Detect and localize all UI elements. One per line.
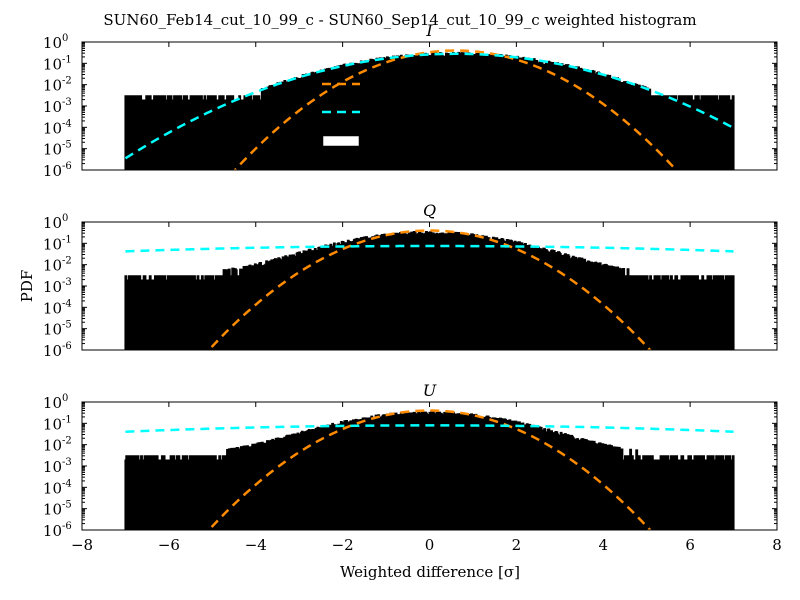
y-tick-label: 10 [43,119,62,137]
y-tick-label: 10 [43,437,62,455]
y-tick-exponent: -6 [62,341,72,352]
white-noise-curve [207,409,652,530]
y-tick-exponent: -3 [62,97,72,108]
y-tick-label: 10 [43,34,62,52]
y-tick-label: 10 [43,98,62,116]
legend-label-1: Fitted Gaussian [377,102,521,123]
y-tick-exponent: -1 [62,414,72,425]
x-axis-label: Weighted difference [σ] [340,563,520,581]
x-tick-label: 8 [772,536,782,554]
x-tick-label: 2 [512,536,522,554]
plot-area [124,229,735,350]
y-tick-label: 10 [43,415,62,433]
y-tick-label: 10 [43,342,62,360]
y-tick-label: 10 [43,214,62,232]
plot-area [124,409,735,530]
legend-label-2: Data [377,131,420,152]
x-tick-label: −2 [332,536,354,554]
fitted-gaussian-curve [125,424,734,433]
y-tick-exponent: -5 [62,140,72,151]
y-tick-exponent: -4 [62,478,72,489]
chart-suptitle: SUN60_Feb14_cut_10_99_c - SUN60_Sep14_cu… [103,11,696,29]
data-histogram-line [124,231,735,350]
y-tick-exponent: -4 [62,118,72,129]
legend-swatch-2 [320,133,362,149]
data-histogram-fill [125,52,734,170]
x-tick-label: 4 [598,536,608,554]
plot-area [124,49,735,170]
y-tick-exponent: -4 [62,298,72,309]
y-tick-exponent: -5 [62,320,72,331]
y-tick-exponent: -3 [62,457,72,468]
y-tick-exponent: -5 [62,500,72,511]
y-tick-label: 10 [43,77,62,95]
y-tick-label: 10 [43,162,62,180]
panel-title: I [425,21,433,40]
fitted-gaussian-curve [124,52,735,160]
x-tick-label: −6 [158,536,180,554]
data-histogram-fill [125,232,734,350]
y-tick-label: 10 [43,257,62,275]
y-tick-exponent: -6 [62,521,72,532]
y-tick-label: 10 [43,299,62,317]
y-tick-label: 10 [43,321,62,339]
y-tick-exponent: -6 [62,161,72,172]
panel-title: Q [423,201,436,220]
y-tick-label: 10 [43,522,62,540]
y-tick-label: 10 [43,141,62,159]
x-tick-label: 6 [685,536,695,554]
y-tick-exponent: -2 [62,436,72,447]
y-tick-exponent: 0 [62,33,68,44]
y-tick-exponent: -2 [62,256,72,267]
y-tick-label: 10 [43,55,62,73]
legend: White noise Fitted Gaussian Data [320,74,521,152]
y-tick-label: 10 [43,479,62,497]
y-tick-label: 10 [43,278,62,296]
y-tick-label: 10 [43,501,62,519]
x-tick-label: −8 [71,536,93,554]
y-tick-label: 10 [43,394,62,412]
fitted-gaussian-curve [125,244,734,253]
panel-title: U [423,381,437,400]
legend-label-0: White noise [377,74,485,95]
y-tick-exponent: -1 [62,54,72,65]
y-tick-exponent: 0 [62,213,68,224]
y-tick-exponent: 0 [62,393,68,404]
y-tick-label: 10 [43,458,62,476]
x-tick-label: 0 [425,536,435,554]
white-noise-curve [207,229,652,350]
y-tick-label: 10 [43,235,62,253]
y-tick-exponent: -2 [62,76,72,87]
data-histogram-line [124,410,735,530]
x-tick-label: −4 [245,536,267,554]
y-axis-label: PDF [18,270,36,303]
y-tick-exponent: -3 [62,277,72,288]
y-tick-exponent: -1 [62,234,72,245]
